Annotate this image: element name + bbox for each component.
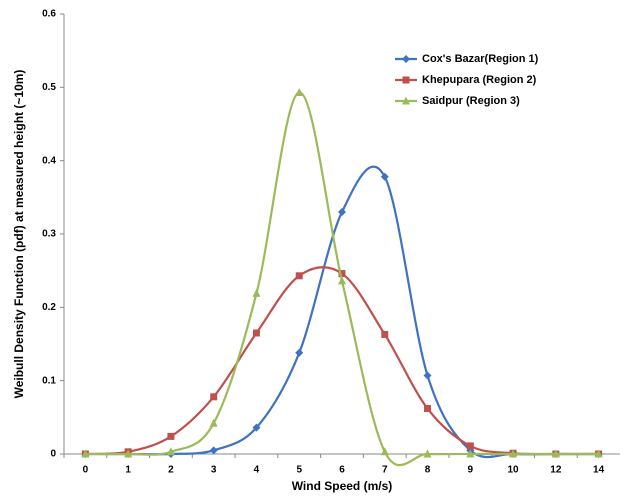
x-tick-label: 5 [296,465,302,476]
marker [252,423,261,432]
legend-label: Cox's Bazar(Region 1) [422,53,539,65]
x-tick-label: 0 [83,465,89,476]
marker [295,272,303,280]
y-tick-label: 0.6 [42,9,56,20]
marker [423,371,432,380]
marker [252,329,260,337]
marker [380,172,389,181]
marker [209,418,218,427]
marker [466,449,475,458]
y-axis-title: Weibull Density Function (pdf) at measur… [12,70,26,399]
marker [551,449,560,458]
marker [338,208,346,216]
y-tick-label: 0.3 [42,229,56,240]
marker [380,447,389,456]
marker [295,87,304,96]
marker [424,405,432,413]
marker [466,442,474,450]
marker [338,270,346,278]
y-tick-label: 0 [50,449,56,460]
x-tick-label: 6 [339,465,345,476]
x-tick-label: 8 [425,465,431,476]
marker [295,348,304,357]
marker [124,449,133,458]
legend-marker [402,55,410,63]
series-line [85,91,599,467]
marker [509,449,518,458]
marker [81,449,90,458]
x-tick-label: 12 [550,465,562,476]
marker [594,449,603,458]
marker [252,288,261,297]
x-tick-label: 3 [211,465,217,476]
y-tick-label: 0.4 [42,155,56,166]
marker [423,449,432,458]
x-tick-label: 10 [508,465,520,476]
marker [167,432,175,440]
legend-label: Khepupara (Region 2) [422,74,537,86]
x-tick-label: 9 [468,465,474,476]
marker [210,393,218,401]
x-tick-label: 7 [382,465,388,476]
x-tick-label: 4 [254,465,260,476]
legend-label: Saidpur (Region 3) [422,95,520,107]
x-tick-label: 1 [125,465,131,476]
x-tick-label: 2 [168,465,174,476]
y-tick-label: 0.2 [42,302,56,313]
y-tick-label: 0.5 [42,82,56,93]
legend-marker [402,76,410,84]
x-axis-title: Wind Speed (m/s) [292,479,393,493]
y-tick-label: 0.1 [42,375,56,386]
legend-marker [402,96,410,105]
x-tick-label: 14 [593,465,605,476]
marker [209,446,218,455]
marker [338,276,346,285]
marker [166,447,175,456]
marker [381,330,389,338]
